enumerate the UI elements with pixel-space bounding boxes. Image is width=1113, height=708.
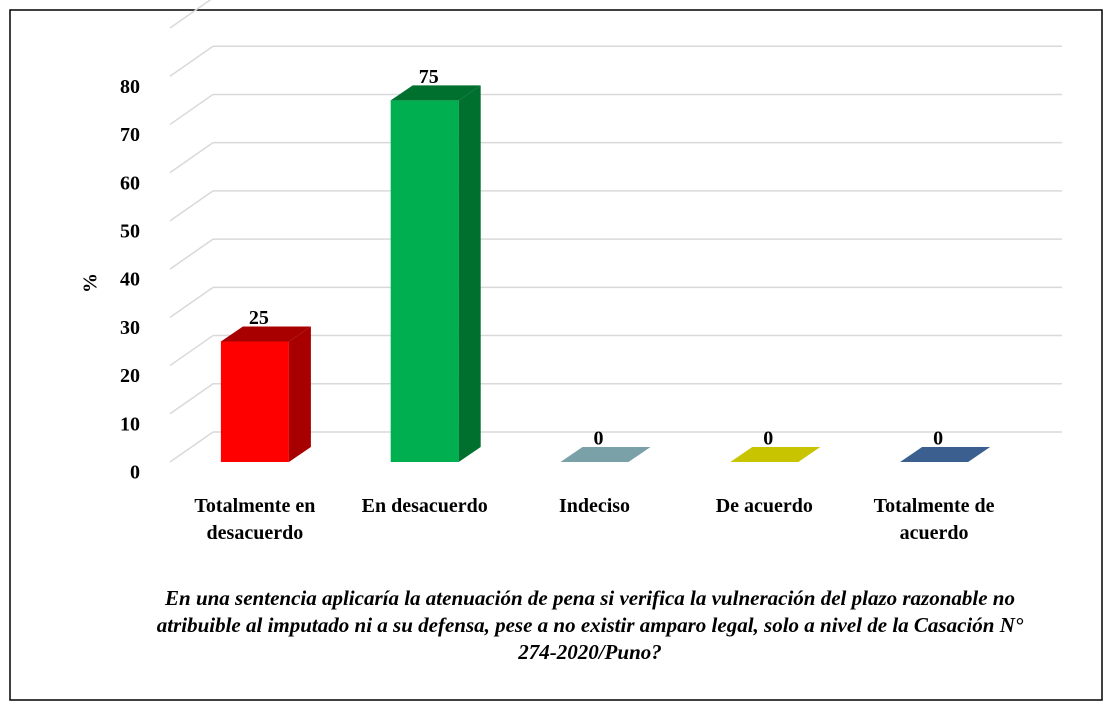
bar-top — [730, 447, 821, 462]
y-tick-label: 10 — [120, 413, 140, 435]
x-tick-label: Totalmente de acuerdo — [873, 495, 995, 544]
grid-line — [169, 93, 214, 126]
y-tick-label: 20 — [120, 365, 140, 387]
grid-line — [169, 0, 212, 29]
grid-line — [169, 383, 214, 415]
bar-side — [288, 326, 311, 462]
x-tick-label: Totalmente en desacuerdo — [194, 495, 316, 544]
y-tick-label: 40 — [120, 269, 140, 291]
bar-top — [560, 447, 651, 462]
y-axis-label: % — [80, 273, 102, 293]
bar-top — [220, 326, 311, 342]
value-label: 0 — [933, 428, 943, 450]
bar-top — [900, 447, 991, 462]
value-label: 25 — [249, 307, 269, 329]
grid-line — [169, 286, 214, 318]
y-tick-label: 80 — [120, 76, 140, 98]
x-tick-label: En desacuerdo — [361, 495, 488, 517]
x-tick-label: De acuerdo — [715, 495, 813, 517]
grid-line — [169, 334, 214, 367]
y-tick-label: 70 — [120, 124, 140, 146]
y-tick-label: 30 — [120, 317, 140, 339]
bar-side — [458, 85, 481, 462]
bar-front — [390, 100, 459, 462]
grid-line — [169, 431, 214, 463]
grid-line — [169, 238, 214, 270]
y-tick-label: 60 — [120, 172, 140, 194]
y-tick-label: 50 — [120, 220, 140, 242]
value-label: 0 — [763, 428, 773, 450]
value-label: 75 — [419, 66, 439, 88]
value-label: 0 — [594, 428, 604, 450]
frame — [9, 9, 1103, 701]
bar-top — [390, 85, 481, 101]
grid-line — [169, 190, 214, 222]
x-tick-label: Indeciso — [558, 495, 631, 517]
grid-line — [169, 142, 214, 174]
grid-line — [169, 45, 214, 77]
y-tick-label: 0 — [130, 462, 140, 484]
bar-front — [220, 341, 289, 462]
chart-title: En una sentencia aplicaría la atenuación… — [156, 586, 1024, 664]
